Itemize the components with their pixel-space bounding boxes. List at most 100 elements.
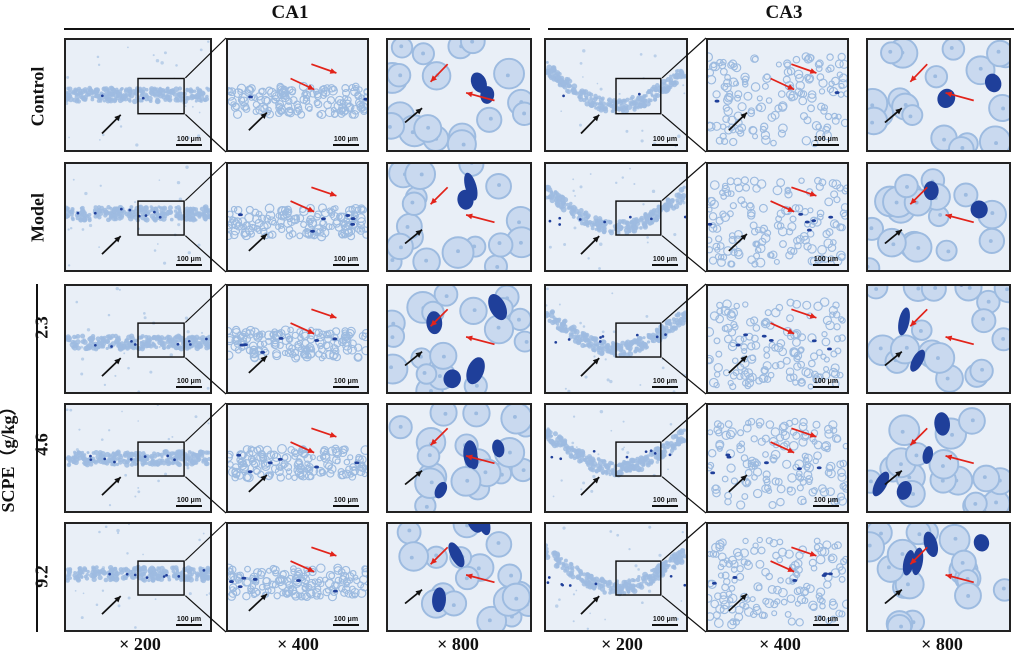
group-bracket [36,284,38,632]
scale-bar-line [333,624,359,626]
scale-bar-label: 100 μm [176,378,202,385]
scale-bar-label: 100 μm [652,256,678,263]
scale-bar-label: 100 μm [813,136,839,143]
scale-bar: 100 μm [813,378,839,388]
panel-4-6-ca1-x800 [386,403,532,513]
header-ca3-rule [548,28,1014,30]
red-arrow [465,91,495,102]
scale-bar: 100 μm [333,616,359,626]
scale-bar-line [813,386,839,388]
black-arrow [884,229,903,245]
scale-bar-label: 100 μm [176,497,202,504]
red-arrow [311,308,337,319]
red-arrow [791,427,817,438]
scale-bar: 100 μm [652,616,678,626]
scale-bar-label: 100 μm [813,616,839,623]
panel-9-2-ca1-x800 [386,522,532,632]
panel-control-ca3-x400: 100 μm [706,38,849,152]
black-arrow [248,355,268,374]
panel-4-6-ca3-x400: 100 μm [706,403,849,513]
panel-control-ca1-x200: 100 μm [64,38,212,152]
red-arrow [465,213,495,224]
red-arrow [945,335,974,346]
scale-bar: 100 μm [176,136,202,146]
group-label-scpe: SCPE（g/kg） [0,397,18,513]
scale-bar-line [176,144,202,146]
mag-label-ca1-200: × 200 [119,634,161,654]
panel-9-2-ca3-x400: 100 μm [706,522,849,632]
black-arrow [580,114,600,135]
scale-bar-line [813,144,839,146]
red-arrow [429,63,449,83]
red-arrow [770,322,795,335]
red-arrow [290,200,315,213]
scale-bar-line [813,264,839,266]
red-arrow [290,441,315,454]
panel-model-ca3-x200: 100 μm [544,162,688,272]
black-arrow [728,474,748,493]
scale-bar-label: 100 μm [333,378,359,385]
scale-bar: 100 μm [333,497,359,507]
red-arrow [909,427,928,446]
scale-bar-label: 100 μm [333,256,359,263]
black-arrow [404,589,423,605]
panel-2-3-ca3-x400: 100 μm [706,284,849,394]
scale-bar: 100 μm [333,378,359,388]
panel-model-ca1-x400: 100 μm [226,162,369,272]
red-arrow [945,91,974,102]
panel-control-ca1-x800 [386,38,532,152]
scale-bar: 100 μm [813,616,839,626]
red-arrow [290,77,315,91]
red-arrow [429,427,449,446]
red-arrow [429,186,449,205]
scale-bar-label: 100 μm [176,136,202,143]
panel-2-3-ca1-x400: 100 μm [226,284,369,394]
scale-bar-line [176,624,202,626]
mag-label-ca3-800: × 800 [921,634,963,654]
red-arrow [945,573,974,584]
scale-bar-label: 100 μm [176,256,202,263]
scale-bar-line [333,505,359,507]
red-arrow [311,427,337,438]
black-arrow [404,229,423,245]
scale-bar: 100 μm [813,256,839,266]
black-arrow [728,355,748,374]
black-arrow [404,470,423,486]
black-arrow [101,357,122,377]
red-arrow [791,546,817,557]
red-arrow [311,546,337,557]
row-label-4-6: 4.6 [31,433,52,456]
scale-bar-line [652,264,678,266]
row-label-model: Model [27,193,48,242]
red-arrow [290,322,315,335]
black-arrow [404,351,423,367]
scale-bar: 100 μm [652,256,678,266]
black-arrow [248,233,268,252]
red-arrow [429,546,449,565]
scale-bar-label: 100 μm [333,616,359,623]
scale-bar: 100 μm [176,616,202,626]
black-arrow [728,593,748,612]
black-arrow [884,351,903,367]
black-arrow [580,235,600,255]
panel-model-ca1-x800 [386,162,532,272]
row-label-control: Control [27,66,48,127]
red-arrow [770,441,795,454]
red-arrow [945,454,974,465]
scale-bar-line [176,264,202,266]
mag-label-ca1-800: × 800 [437,634,479,654]
mag-label-ca1-400: × 400 [277,634,319,654]
red-arrow [429,308,449,327]
red-arrow [909,546,928,565]
panel-9-2-ca1-x400: 100 μm [226,522,369,632]
header-ca3: CA3 [765,2,803,23]
black-arrow [248,593,268,612]
panel-4-6-ca3-x800 [866,403,1011,513]
scale-bar-label: 100 μm [333,136,359,143]
scale-bar-label: 100 μm [652,378,678,385]
black-arrow [728,111,748,131]
red-arrow [791,63,817,74]
panel-4-6-ca1-x200: 100 μm [64,403,212,513]
scale-bar: 100 μm [813,497,839,507]
black-arrow [580,357,600,377]
